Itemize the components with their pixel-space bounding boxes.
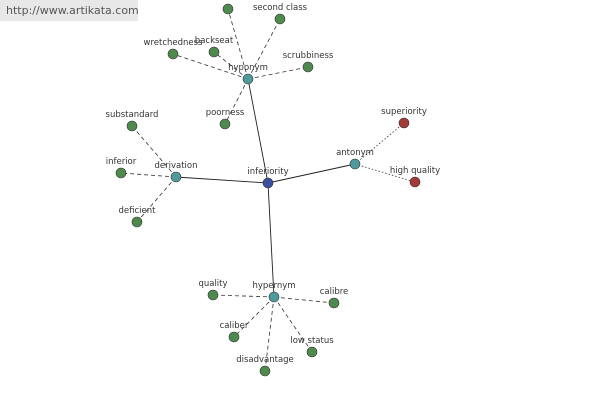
word-node <box>126 120 138 132</box>
word-edge <box>120 172 177 178</box>
word-node-label: caliber <box>220 321 249 331</box>
word-node-label: high quality <box>390 166 440 176</box>
word-node-label: inferior <box>106 157 137 167</box>
relation-node <box>170 171 182 183</box>
word-node-label: substandard <box>106 110 159 120</box>
word-edge <box>213 51 249 80</box>
word-node <box>398 117 410 129</box>
word-node-label: low status <box>290 336 334 346</box>
word-node-label: poorness <box>206 108 245 118</box>
word-edge <box>224 78 249 125</box>
word-edge <box>247 18 281 80</box>
word-node <box>208 46 220 58</box>
word-node-label: backseat <box>195 36 234 46</box>
word-edge <box>233 296 275 338</box>
site-url[interactable]: http://www.artikata.com <box>0 0 139 21</box>
edge <box>227 8 249 80</box>
word-node <box>274 13 286 25</box>
relation-node <box>349 158 361 170</box>
word-node-label: scrubbiness <box>283 51 334 61</box>
word-node <box>306 346 318 358</box>
word-node <box>131 216 143 228</box>
relation-node-label: antonym <box>336 148 374 158</box>
word-node <box>222 3 234 15</box>
word-edge <box>131 125 177 178</box>
relation-node-label: hypernym <box>252 281 295 291</box>
word-edge <box>354 122 405 165</box>
word-node <box>167 48 179 60</box>
relation-edge <box>267 163 356 184</box>
word-node-label: disadvantage <box>236 355 294 365</box>
word-edge <box>136 176 177 223</box>
word-edge <box>212 294 275 298</box>
word-node <box>259 365 271 377</box>
root-node-label: inferiority <box>247 167 288 177</box>
word-node <box>115 167 127 179</box>
relation-edge <box>267 182 275 298</box>
relation-node <box>268 291 280 303</box>
word-node <box>207 289 219 301</box>
word-node-label: second class <box>253 3 308 13</box>
word-edge <box>172 53 249 80</box>
word-edge <box>273 296 335 304</box>
word-node <box>409 176 421 188</box>
word-node-label: superiority <box>381 107 427 117</box>
word-node <box>219 118 231 130</box>
word-node-label: deficient <box>119 206 157 216</box>
relation-node-label: hyponym <box>228 63 268 73</box>
word-node <box>302 61 314 73</box>
word-node <box>328 297 340 309</box>
relation-node <box>242 73 254 85</box>
relation-edge <box>175 176 269 184</box>
word-node-label: calibre <box>320 287 349 297</box>
root-node <box>262 177 274 189</box>
relation-node-label: derivation <box>154 161 197 171</box>
word-node-label: quality <box>198 279 227 289</box>
word-node <box>228 331 240 343</box>
word-edge <box>247 66 309 80</box>
word-edge <box>264 296 275 372</box>
relation-edge <box>247 78 269 184</box>
word-node-label: wretchedness <box>144 38 204 48</box>
